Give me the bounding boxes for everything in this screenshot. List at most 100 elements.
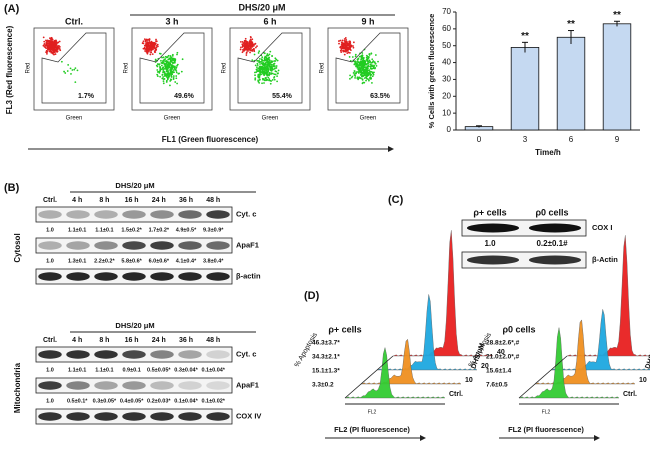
green-dot [258, 79, 261, 81]
y-tick-label: 70 [442, 7, 451, 16]
red-dot [243, 44, 246, 47]
green-dot [171, 55, 174, 57]
band [66, 412, 90, 421]
green-dot [254, 78, 257, 81]
green-dot [356, 62, 359, 65]
green-dot [256, 66, 258, 69]
bar [556, 36, 586, 131]
green-dot [262, 70, 264, 73]
quant-label: 0.3±0.04* [174, 367, 198, 373]
red-dot [144, 44, 147, 47]
red-dot [345, 50, 347, 53]
green-dot [362, 68, 365, 71]
histogram [376, 294, 478, 371]
green-dot [170, 70, 172, 72]
green-dot [159, 75, 162, 78]
band [122, 412, 146, 421]
green-dot [168, 72, 171, 75]
green-dot [354, 73, 356, 76]
green-dot [274, 73, 277, 76]
red-dot [246, 43, 249, 45]
green-dot [254, 74, 256, 77]
green-dot [374, 66, 377, 69]
quant-label: 1.1±0.1 [68, 367, 86, 373]
red-dot [239, 48, 242, 51]
green-dot [274, 57, 277, 60]
axis-label: FL2 (PI fluorescence) [508, 425, 584, 434]
green-dot [156, 73, 159, 76]
y-tick-label: 50 [442, 41, 451, 50]
red-dot [348, 43, 350, 46]
green-dot [260, 58, 263, 61]
green-dot [269, 82, 272, 85]
green-dot [264, 77, 267, 79]
red-dot [251, 48, 254, 51]
green-dot [175, 69, 178, 72]
green-dot [162, 70, 165, 73]
red-dot [249, 42, 252, 45]
green-dot [256, 62, 259, 65]
arrow-head [594, 435, 600, 441]
green-dot [371, 75, 374, 78]
red-dot [145, 42, 147, 45]
red-dot [59, 49, 62, 52]
green-dot [165, 65, 168, 68]
green-dot [367, 56, 370, 59]
band [122, 350, 146, 359]
green-dot [74, 81, 77, 84]
green-dot [268, 60, 270, 63]
green-dot [368, 72, 370, 75]
red-dot [244, 37, 247, 40]
red-dot [58, 40, 61, 43]
green-dot [273, 62, 276, 65]
red-dot [349, 45, 352, 47]
green-dot [273, 60, 276, 62]
apoptosis-label: 15.1±1.3* [312, 368, 340, 375]
red-dot [250, 47, 252, 50]
band [178, 210, 202, 219]
green-dot [275, 58, 278, 61]
green-dot [262, 66, 265, 69]
green-dot [180, 70, 183, 73]
dose-label: 10 [639, 377, 647, 384]
red-dot [244, 39, 247, 42]
green-dot [270, 60, 273, 63]
panel-label: (B) [4, 182, 20, 194]
protein-label: COX IV [236, 411, 261, 420]
green-dot [167, 76, 169, 78]
green-dot [365, 68, 368, 71]
green-dot [167, 69, 169, 71]
red-dot [45, 49, 48, 52]
quant-label: 4.9±0.5* [176, 227, 197, 233]
green-dot [276, 59, 279, 62]
cell-label: ρ+ cells [473, 207, 506, 217]
red-dot [51, 38, 54, 41]
green-dot [161, 56, 163, 59]
green-dot [274, 65, 276, 68]
red-dot [144, 40, 147, 43]
red-dot [342, 44, 345, 47]
green-dot [269, 67, 272, 70]
red-dot [251, 38, 254, 41]
lane-label: 16 h [125, 197, 139, 204]
quant-label: 0.5±0.05* [147, 367, 171, 373]
green-dot [172, 57, 175, 60]
apoptosis-label: 34.3±2.1* [312, 354, 340, 361]
histogram [534, 319, 636, 385]
green-dot [269, 79, 272, 82]
green-dot [156, 69, 159, 71]
green-dot [160, 62, 163, 64]
green-dot [361, 52, 364, 54]
band [528, 255, 582, 265]
lane-label: 4 h [72, 337, 82, 344]
green-dot [167, 61, 170, 64]
green-dot [275, 67, 278, 69]
green-dot [254, 77, 257, 80]
red-dot [156, 45, 159, 48]
red-dot [352, 41, 355, 44]
green-dot [368, 79, 370, 82]
quant-label: 1.0 [46, 398, 54, 404]
lane-label: 16 h [125, 337, 139, 344]
band [178, 412, 202, 421]
green-dot [163, 58, 166, 61]
